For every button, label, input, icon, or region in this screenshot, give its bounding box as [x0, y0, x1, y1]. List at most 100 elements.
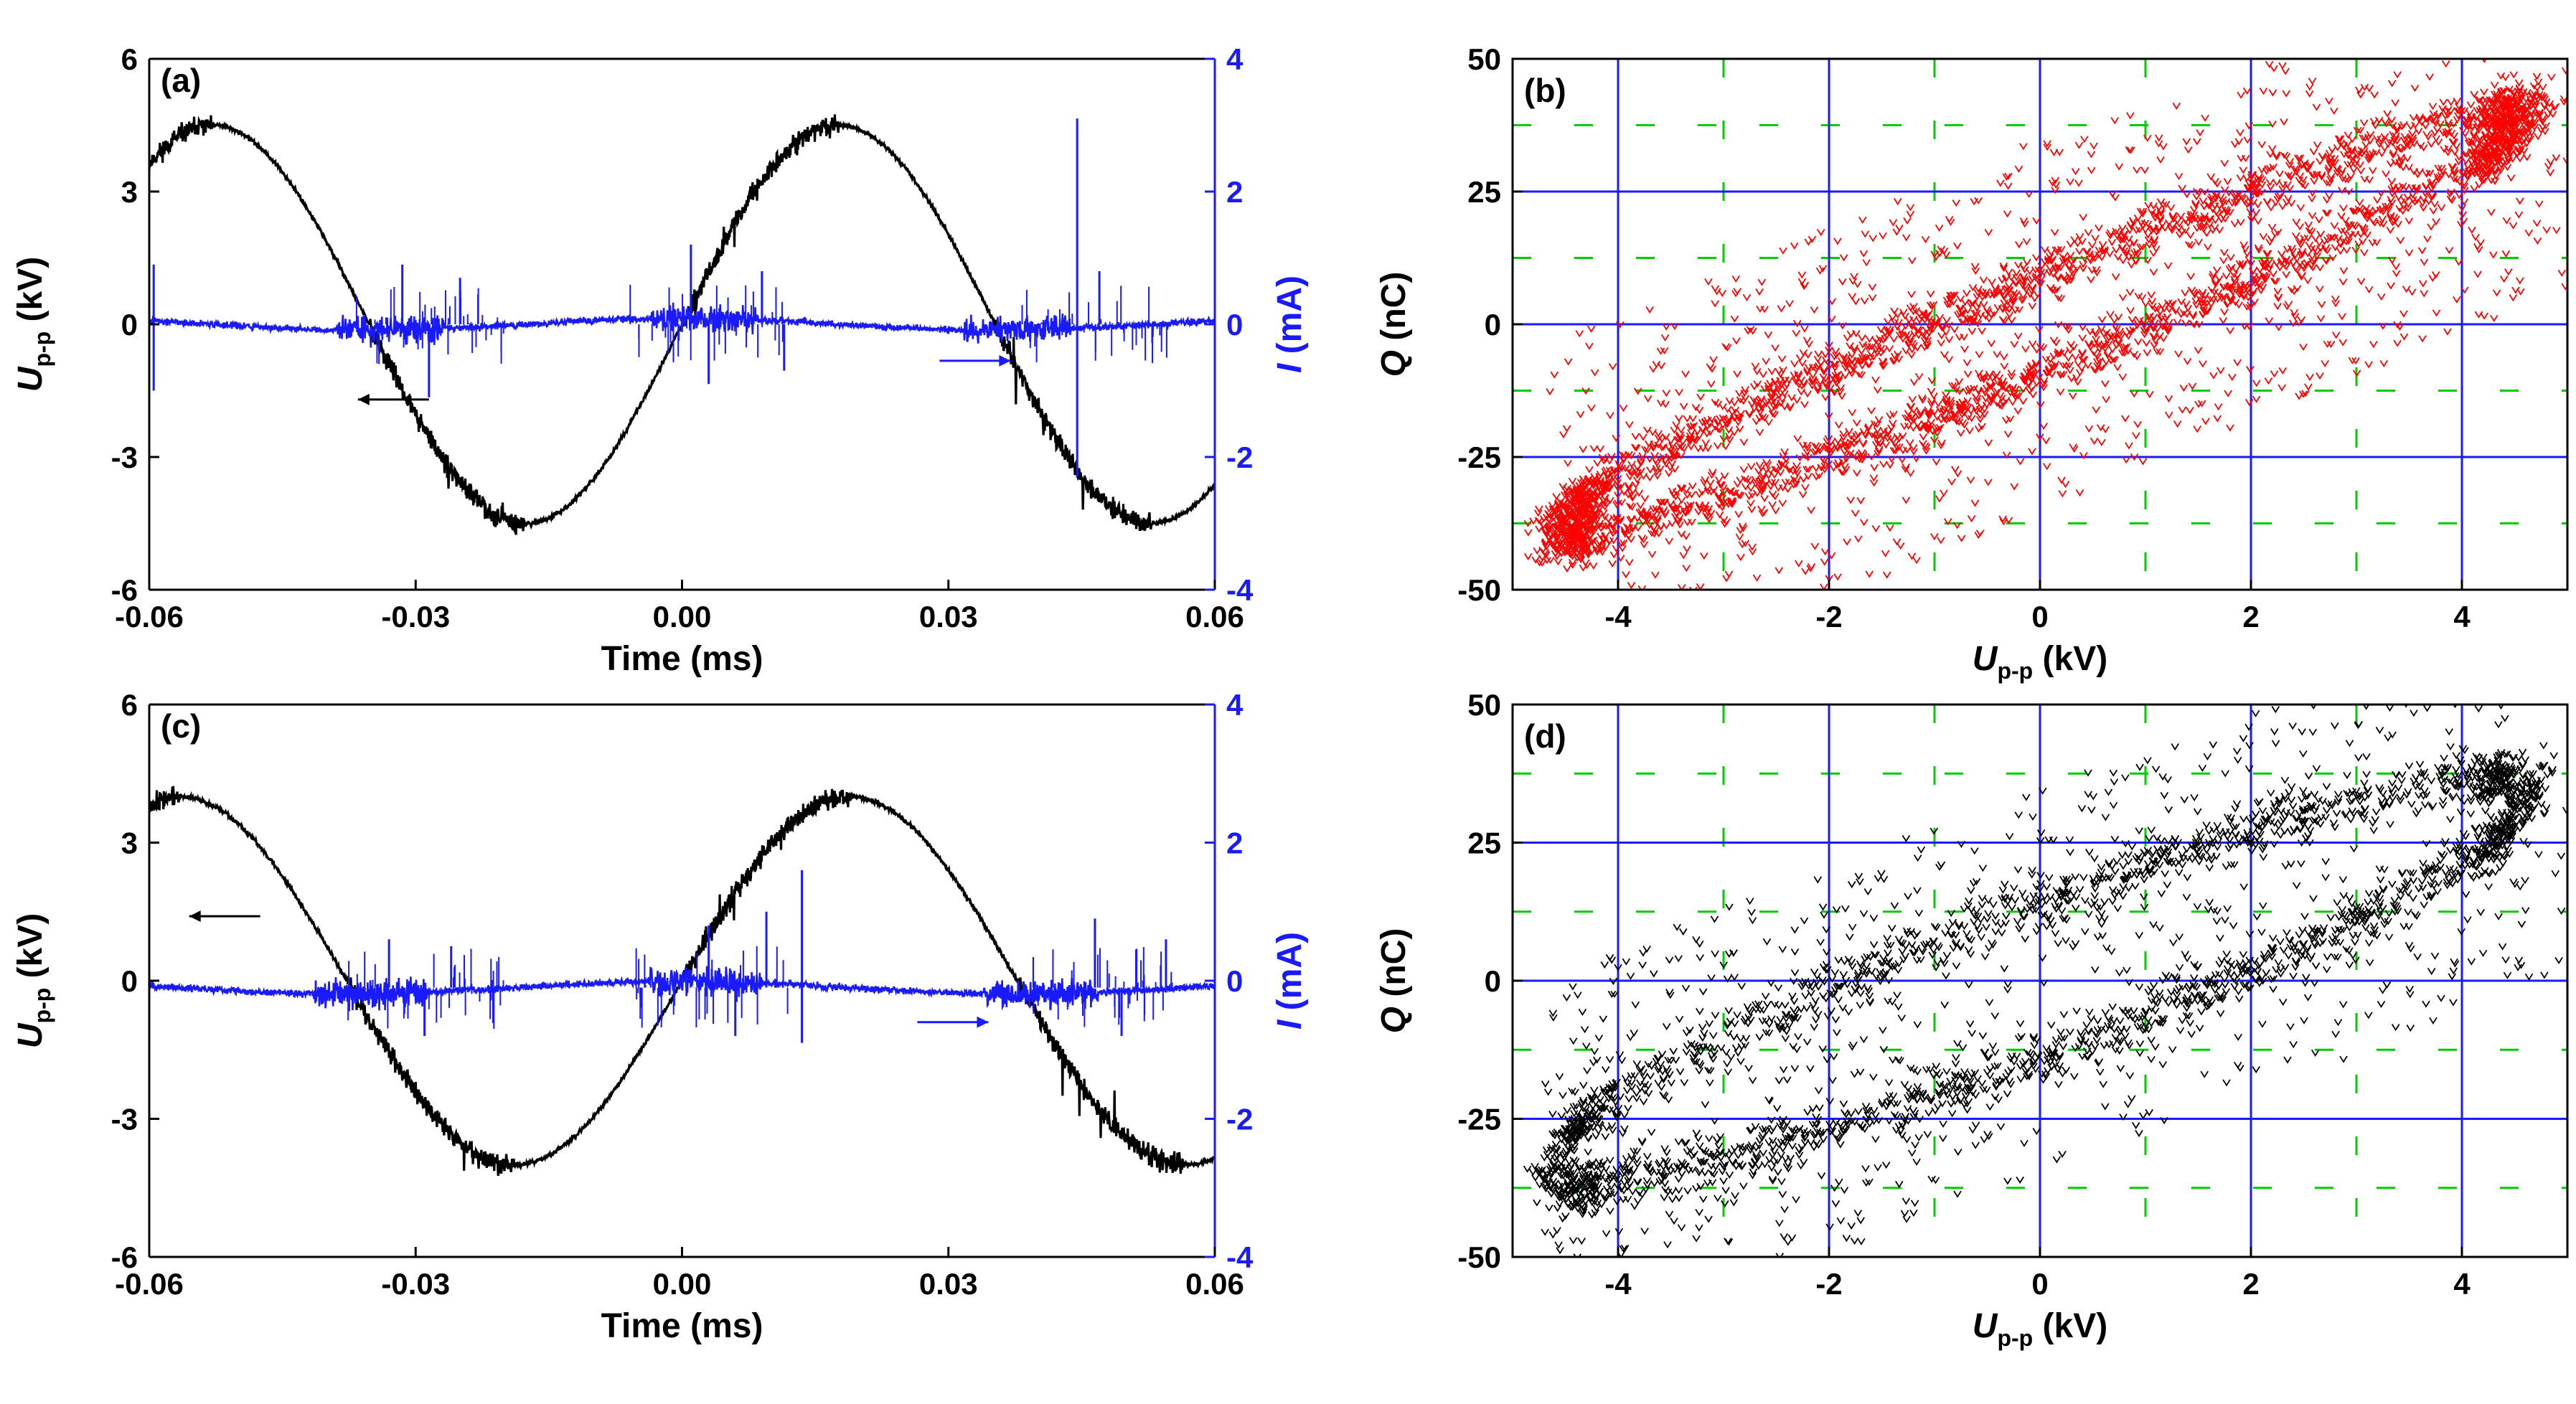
y-axis-title-left-subscript: p-p	[29, 988, 55, 1024]
y-axis-title-left-symbol: U	[11, 1022, 50, 1048]
y-tick-label-left: -3	[111, 1103, 138, 1136]
scatter-points	[1523, 705, 2567, 1257]
y-tick-label-left: 0	[121, 964, 138, 998]
y-tick-label: 0	[1485, 308, 1501, 341]
y-tick-label: 25	[1467, 826, 1501, 860]
y-axis-title-right: I (mA)	[1271, 932, 1309, 1030]
panel-label: (c)	[161, 707, 201, 745]
y-axis-title-left-subscript: p-p	[29, 331, 55, 367]
x-axis-title: Up-p (kV)	[1973, 640, 2107, 684]
x-tick-label: 0.03	[919, 1267, 978, 1301]
x-tick-label: -0.06	[115, 1267, 184, 1301]
y-tick-label-right: 2	[1226, 826, 1243, 860]
x-tick-label: -2	[1815, 600, 1842, 633]
current-trace	[148, 966, 1216, 1011]
y-tick-label-right: 2	[1226, 175, 1243, 209]
y-tick-label-right: -4	[1226, 573, 1254, 607]
x-axis-title-subscript: p-p	[1997, 658, 2033, 684]
x-axis-title-symbol: U	[1973, 1307, 1998, 1345]
y-tick-label: 50	[1467, 688, 1501, 722]
y-axis-title-left-symbol: U	[11, 366, 50, 392]
x-tick-label: 0.00	[653, 1267, 712, 1301]
x-tick-label: 0	[2031, 1267, 2048, 1301]
plot-area	[1513, 705, 2567, 1257]
plot-area	[1513, 59, 2567, 590]
x-tick-label: -0.03	[381, 600, 450, 633]
scatter-marks	[1523, 59, 2567, 590]
x-axis-title-unit: (kV)	[2033, 640, 2107, 678]
y-tick-label: -25	[1457, 440, 1501, 474]
y-tick-label-right: -4	[1226, 1240, 1254, 1274]
x-tick-label: 4	[2453, 600, 2471, 633]
x-axis-title-subscript: p-p	[1997, 1325, 2033, 1351]
y-tick-label-left: 3	[121, 175, 138, 209]
y-axis-title-symbol: Q	[1375, 1007, 1413, 1033]
y-axis-title-unit: (nC)	[1375, 928, 1413, 1007]
y-tick-label-left: 3	[121, 826, 138, 860]
y-tick-label-right: 4	[1226, 42, 1244, 76]
y-axis-title-right-symbol: I	[1271, 1019, 1309, 1030]
x-tick-label: 4	[2453, 1267, 2471, 1301]
y-tick-label-left: 6	[121, 42, 138, 76]
y-axis-title-right-unit: (mA)	[1271, 932, 1309, 1020]
y-axis-title-left: Up-p (kV)	[11, 257, 55, 392]
y-axis-title-right-unit: (mA)	[1271, 275, 1309, 364]
x-tick-label: 0.06	[1185, 600, 1244, 633]
y-axis-title: Q (nC)	[1375, 272, 1413, 377]
y-axis-title: Q (nC)	[1375, 928, 1413, 1034]
y-axis-title-symbol: Q	[1375, 350, 1413, 377]
y-tick-label-right: 0	[1226, 308, 1243, 341]
x-tick-label: 0.06	[1185, 1267, 1244, 1301]
y-tick-label-left: -3	[111, 440, 138, 474]
x-tick-label: 0.00	[653, 600, 712, 633]
x-axis-title: Time (ms)	[601, 640, 763, 678]
panel-label: (d)	[1524, 717, 1566, 755]
scatter-marks	[1523, 705, 2567, 1257]
panel-label: (a)	[161, 62, 201, 99]
y-axis-title-unit: (nC)	[1375, 272, 1413, 350]
x-tick-label: -0.03	[381, 1267, 450, 1301]
x-axis-title: Up-p (kV)	[1973, 1307, 2107, 1351]
arrow-head	[999, 354, 1011, 367]
x-tick-label: 2	[2242, 600, 2259, 633]
y-tick-label: 25	[1467, 175, 1501, 209]
x-tick-label: 0.03	[919, 600, 978, 633]
x-tick-label: -0.06	[115, 600, 184, 633]
panel-label: (b)	[1524, 72, 1566, 109]
y-tick-label-right: 4	[1226, 688, 1244, 722]
y-tick-label: 50	[1467, 42, 1501, 76]
y-tick-label-left: -6	[111, 573, 138, 607]
y-tick-label-right: 0	[1226, 964, 1243, 998]
y-axis-title-right-symbol: I	[1271, 362, 1309, 373]
y-axis-title-left-unit: (kV)	[11, 257, 50, 331]
y-tick-label: 0	[1485, 964, 1501, 998]
y-tick-label: -50	[1457, 1240, 1501, 1274]
y-axis-title-left: Up-p (kV)	[11, 913, 55, 1048]
y-tick-label-left: 6	[121, 688, 138, 722]
y-tick-label-right: -2	[1226, 1103, 1253, 1136]
panel-c: -0.06 -0.03 0.00 0.03 0.06 -6 -3 0 3 6 -4 -2 0 2 4 (c) T…	[11, 688, 1309, 1345]
y-tick-label: -25	[1457, 1103, 1501, 1136]
x-axis-title-symbol: U	[1973, 640, 1998, 678]
y-tick-label-left: -6	[111, 1240, 138, 1274]
arrow-head	[977, 1016, 989, 1028]
y-tick-label-left: 0	[121, 308, 138, 341]
arrow-head	[189, 910, 201, 923]
x-tick-label: -4	[1604, 600, 1632, 633]
x-tick-label: -2	[1815, 1267, 1842, 1301]
panel-d: -4 -2 0 2 4 -50 -25 0 25 50 (d) Up-p (kV) Q (nC)	[1375, 688, 2569, 1351]
y-axis-title-right: I (mA)	[1271, 275, 1309, 373]
x-tick-label: 2	[2242, 1267, 2259, 1301]
x-axis-title-unit: (kV)	[2033, 1307, 2107, 1345]
x-axis-title: Time (ms)	[601, 1307, 763, 1345]
x-tick-label: 0	[2031, 600, 2048, 633]
panel-a: -0.06 -0.03 0.00 0.03 0.06 -6 -3 0 3 6 -4 -2 0 2 4 (a) T…	[11, 42, 1309, 678]
x-tick-label: -4	[1604, 1267, 1632, 1301]
y-tick-label-right: -2	[1226, 440, 1253, 474]
y-tick-label: -50	[1457, 573, 1501, 607]
panel-b: -4 -2 0 2 4 -50 -25 0 25 50 (b) Up-p (kV) Q (nC)	[1375, 42, 2569, 684]
y-axis-title-left-unit: (kV)	[11, 913, 50, 988]
scatter-points	[1523, 59, 2567, 590]
arrow-head	[357, 393, 370, 405]
